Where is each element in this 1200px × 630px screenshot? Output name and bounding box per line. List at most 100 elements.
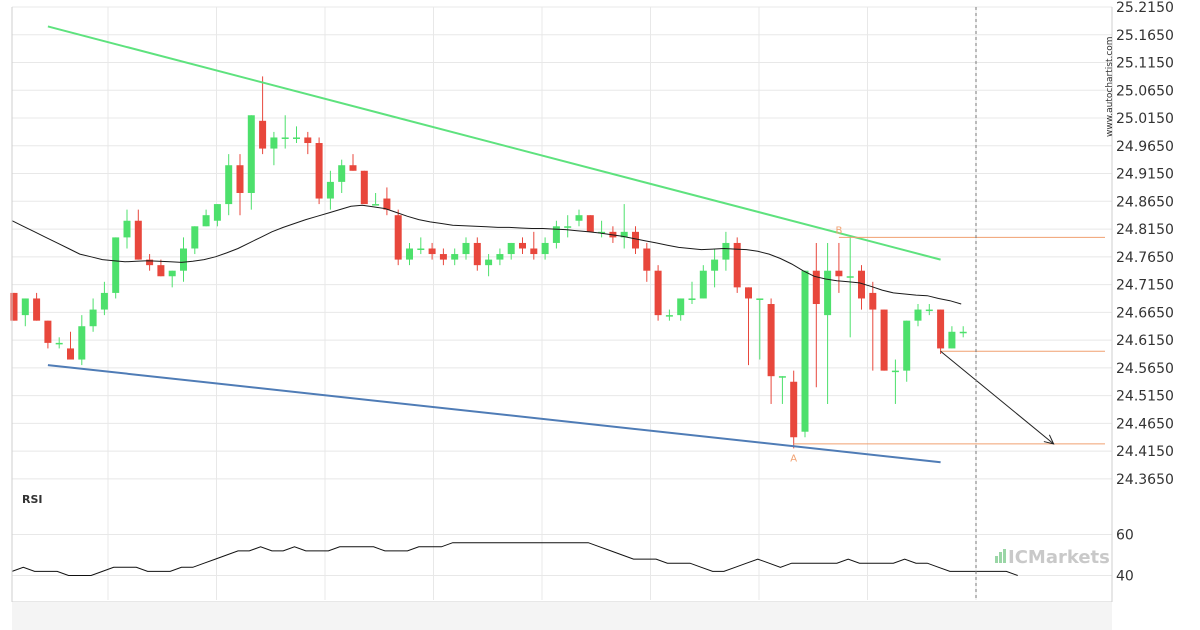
candle-body: [123, 220, 131, 238]
brand-text: ICMarkets: [1008, 547, 1110, 568]
candle-body: [225, 165, 233, 205]
candle-body: [598, 231, 606, 234]
rsi-panel: [11, 542, 1018, 576]
candle-body: [880, 309, 888, 371]
candle-body: [304, 137, 312, 144]
candle-body: [191, 226, 199, 249]
candle-body: [496, 254, 504, 260]
price-tick-label: 25.2150: [1116, 0, 1174, 16]
price-tick-label: 24.8650: [1116, 194, 1174, 210]
price-tick-label: 24.4650: [1116, 416, 1174, 432]
candle-body: [745, 287, 752, 299]
candle-body: [699, 270, 707, 299]
candle-body: [112, 237, 120, 293]
point-label-b: B: [835, 225, 842, 236]
candlestick-series: [10, 76, 967, 449]
candle-body: [937, 309, 945, 349]
candle-body: [439, 254, 447, 260]
candle-body: [665, 315, 673, 317]
candle-body: [406, 248, 413, 260]
candle-body: [519, 242, 526, 249]
candle-body: [428, 248, 436, 255]
candle-body: [767, 304, 775, 377]
candle-body: [293, 137, 300, 139]
candle-body: [157, 265, 165, 277]
candle-body: [688, 298, 696, 300]
point-label-a: A: [790, 453, 797, 464]
candle-body: [338, 165, 346, 182]
candle-body: [281, 137, 289, 139]
axes: 25.2150 25.1650 25.1150 25.0650 25.0150 24.96…: [11, 0, 1174, 630]
price-tick-label: 24.7150: [1116, 278, 1174, 294]
candle-body: [733, 242, 741, 288]
candle-body: [643, 248, 651, 271]
candle-body: [168, 270, 176, 277]
price-tick-label: 24.5650: [1116, 361, 1174, 377]
candle-body: [100, 292, 108, 310]
candle-body: [778, 376, 786, 378]
moving-average: [11, 204, 962, 305]
watermark: www.autochartist.com: [1105, 36, 1115, 137]
candle-body: [315, 143, 323, 199]
candle-body: [236, 165, 244, 193]
rsi-tick-label: 60: [1116, 528, 1134, 544]
candle-body: [134, 220, 142, 260]
candle-body: [10, 292, 18, 321]
candle-body: [812, 270, 820, 305]
candle-body: [383, 198, 391, 210]
candle-body: [552, 226, 560, 243]
price-tick-label: 24.4150: [1116, 444, 1174, 460]
candle-body: [462, 242, 470, 255]
candle-body: [711, 259, 719, 271]
rsi-label: RSI: [22, 493, 43, 506]
candle-body: [846, 276, 854, 278]
candle-body: [824, 270, 832, 316]
candle-body: [55, 342, 63, 345]
resistance-trendline: [47, 25, 941, 261]
price-tick-label: 25.0650: [1116, 83, 1174, 99]
forecast-arrow-head: [1043, 434, 1055, 445]
candle-body: [451, 254, 459, 260]
candle-body: [372, 204, 380, 206]
candle-body: [394, 215, 402, 260]
candle-body: [891, 370, 899, 373]
candle-body: [959, 331, 967, 334]
candle-body: [213, 204, 221, 221]
candle-body: [541, 242, 549, 255]
candle-body: [756, 298, 764, 300]
candle-body: [620, 231, 628, 238]
candle-body: [202, 215, 210, 227]
candle-body: [677, 298, 685, 316]
price-tick-label: 24.8150: [1116, 222, 1174, 238]
pattern-lines: AB: [47, 25, 1105, 464]
price-tick-label: 24.5150: [1116, 389, 1174, 405]
candle-body: [903, 320, 911, 371]
brand-logo: ICMarkets: [995, 547, 1110, 568]
price-tick-label: 24.7650: [1116, 250, 1174, 266]
candle-body: [575, 215, 583, 221]
candle-body: [485, 259, 493, 266]
candle-body: [270, 137, 278, 149]
price-tick-label: 24.3650: [1116, 472, 1174, 488]
candle-body: [869, 292, 877, 310]
candle-body: [473, 242, 481, 266]
candle-body: [33, 298, 41, 321]
candle-body: [259, 120, 267, 149]
candle-body: [21, 298, 29, 316]
price-tick-label: 24.9650: [1116, 139, 1174, 155]
price-tick-label: 24.6650: [1116, 305, 1174, 321]
price-tick-label: 25.0150: [1116, 111, 1174, 127]
candle-body: [722, 242, 730, 260]
candle-body: [632, 231, 639, 249]
price-tick-label: 24.6150: [1116, 333, 1174, 349]
candle-body: [89, 309, 97, 327]
grid: [12, 6, 1112, 600]
forecast-arrow-line: [940, 350, 1054, 445]
candle-body: [654, 270, 662, 316]
candle-body: [180, 248, 187, 271]
rsi-tick-label: 40: [1116, 568, 1134, 584]
rsi-line: [11, 542, 1018, 576]
candle-body: [326, 181, 334, 199]
candle-body: [586, 215, 594, 232]
